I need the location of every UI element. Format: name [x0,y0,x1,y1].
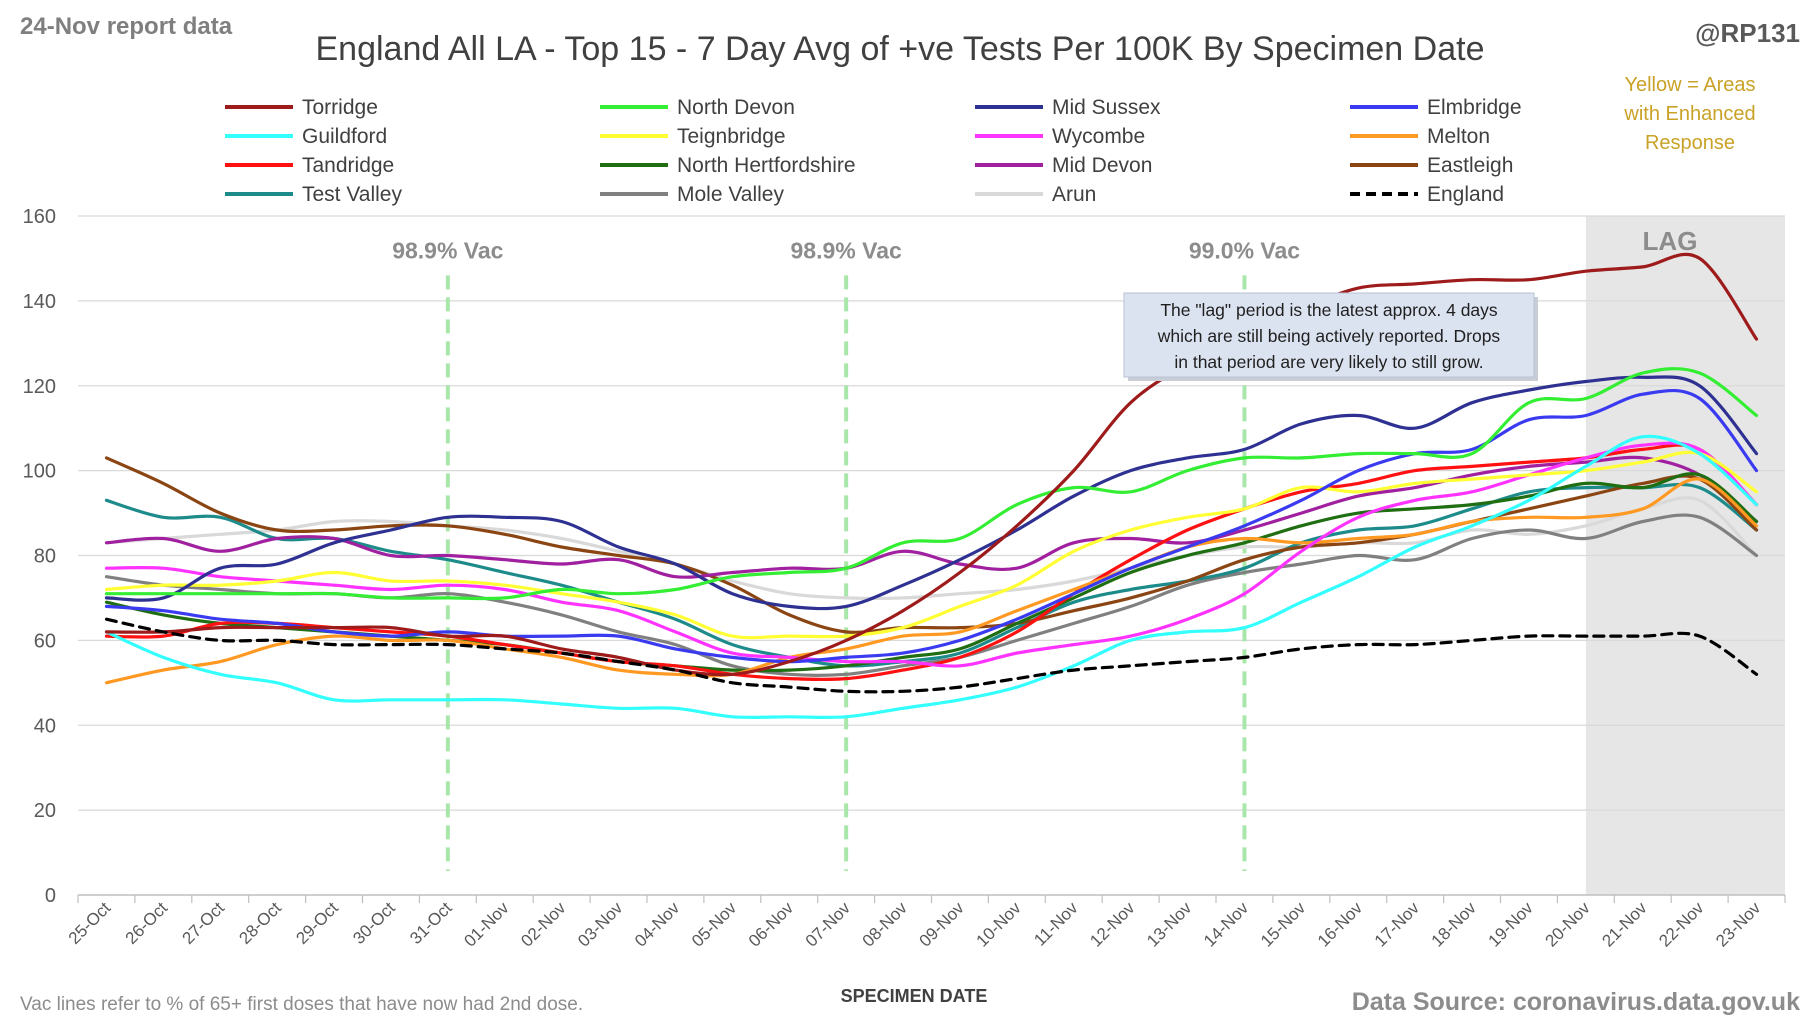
series-line-north-devon [104,367,1759,601]
lag-label: LAG [1643,226,1698,256]
y-tick-label: 0 [45,885,56,907]
legend-label: Teignbridge [677,125,786,148]
y-axis-ticks: 0 20 40 60 80 100 120 140 160 [23,206,56,907]
series-line-arun [104,496,1759,601]
series-line-wycombe [104,441,1759,668]
yellow-note-line-1: Yellow = Areas [1624,74,1755,96]
legend-label: Wycombe [1052,125,1145,148]
x-axis-title: SPECIMEN DATE [841,986,988,1006]
lag-note-background [1123,292,1535,378]
y-tick-label: 20 [34,800,56,822]
y-tick-label: 140 [23,291,56,313]
y-tick-label: 120 [23,376,56,398]
series-lines [104,252,1759,720]
legend-label: Melton [1427,125,1490,148]
legend-label: Mid Sussex [1052,96,1161,119]
yellow-note-line-2: with Enhanced [1623,103,1755,125]
chart-title: England All LA - Top 15 - 7 Day Avg of +… [316,30,1485,68]
y-tick-label: 80 [34,546,56,568]
vac-line-label: 98.9% Vac [392,237,503,263]
legend-label: Tandridge [302,154,394,177]
lag-note-line-1: The "lag" period is the latest approx. 4… [1160,300,1498,320]
legend: Torridge North Devon Mid Sussex Elmbridge Gu… [225,96,1522,206]
legend-label: Guildford [302,125,387,148]
legend-label: Mid Devon [1052,154,1152,177]
report-date-label: 24-Nov report data [20,13,233,40]
series-line-england [104,617,1759,694]
legend-label: North Hertfordshire [677,154,856,177]
series-line-mid-sussex [104,375,1759,611]
lag-note-line-3: in that period are very likely to still … [1174,352,1483,372]
legend-label: Test Valley [302,183,402,206]
author-handle: @RP131 [1695,18,1800,48]
y-tick-label: 100 [23,461,56,483]
y-tick-label: 160 [23,206,56,228]
series-line-mid-devon [104,455,1759,579]
y-tick-label: 60 [34,630,56,652]
series-line-guildford [104,434,1759,720]
legend-label: Mole Valley [677,183,784,206]
legend-label: Elmbridge [1427,96,1522,119]
vac-line-label: 98.9% Vac [791,237,902,263]
lag-note-line-2: which are still being actively reported.… [1157,326,1501,346]
yellow-note-line-3: Response [1645,132,1735,154]
series-line-tandridge [104,443,1759,681]
legend-label: England [1427,183,1504,206]
legend-label: Torridge [302,96,378,119]
legend-label: Eastleigh [1427,154,1513,177]
data-source: Data Source: coronavirus.data.gov.uk [1352,988,1800,1016]
y-tick-label: 40 [34,715,56,737]
vaccination-lines: 98.9% Vac 98.9% Vac 99.0% Vac [392,237,1300,871]
legend-label: North Devon [677,96,795,119]
lag-note-box: The "lag" period is the latest approx. 4… [1123,292,1538,381]
vac-line-label: 99.0% Vac [1189,237,1300,263]
vac-footnote: Vac lines refer to % of 65+ first doses … [20,994,583,1015]
series-line-teignbridge [104,450,1759,640]
series-line-torridge [104,252,1759,677]
series-line-test-valley [104,482,1759,668]
legend-label: Arun [1052,183,1096,206]
